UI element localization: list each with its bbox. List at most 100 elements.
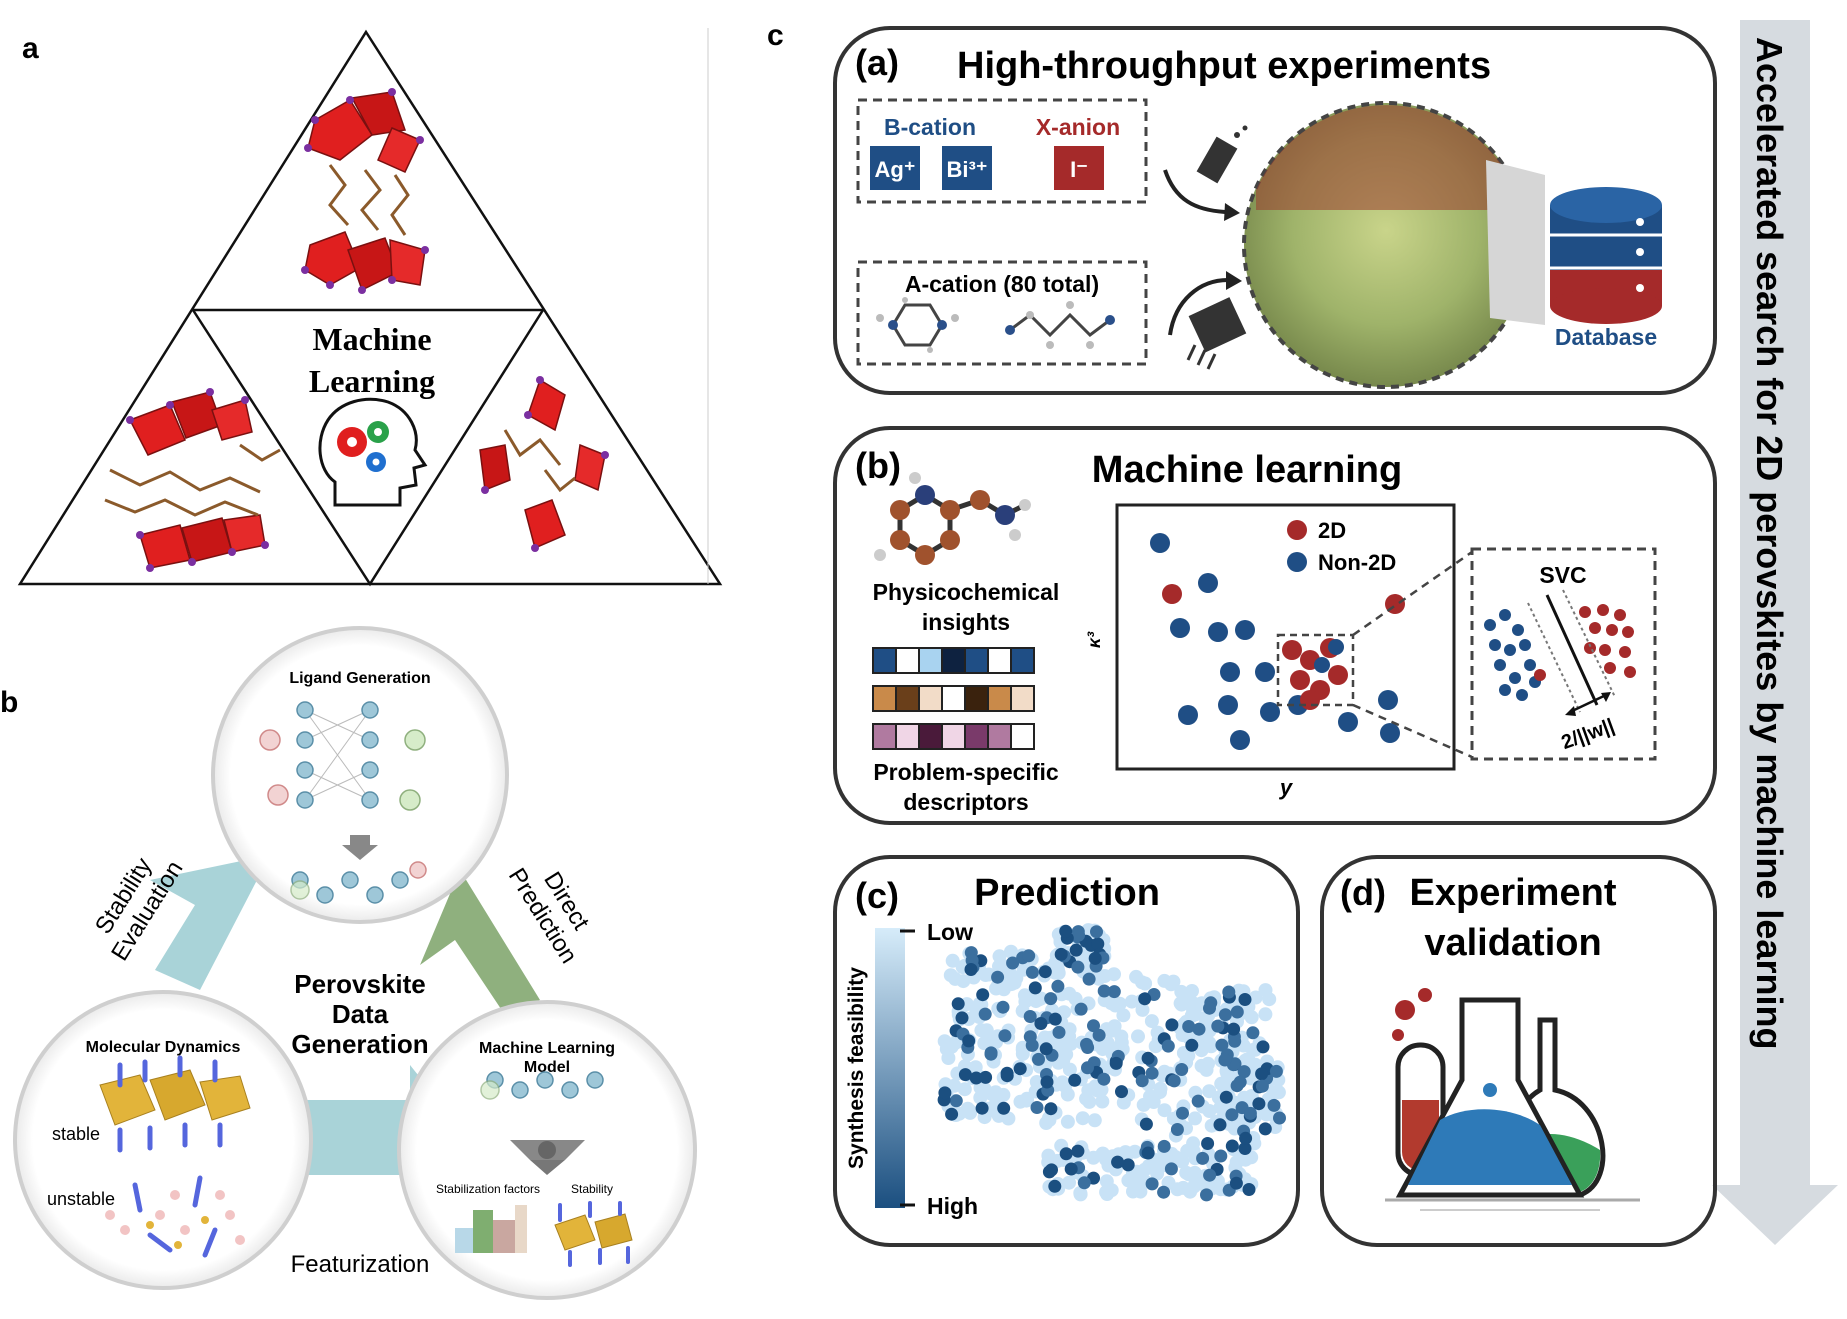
- tsne-point-low: [1164, 977, 1179, 992]
- center-text-line3: Generation: [291, 1029, 428, 1059]
- tsne-point-low: [1068, 991, 1083, 1006]
- colorbar-low-label: Low: [927, 919, 973, 945]
- tsne-point-low: [1007, 975, 1022, 990]
- tsne-point-low: [992, 949, 1007, 964]
- colorbar-high-label: High: [927, 1193, 978, 1219]
- tsne-point-high: [1044, 1102, 1058, 1116]
- tsne-point-high: [1025, 965, 1039, 979]
- svc-point-non2d: [1499, 684, 1511, 696]
- scatter-point-non2d: [1380, 723, 1400, 743]
- a-cation-molecule-chain: [1005, 301, 1115, 349]
- tsne-point-high: [962, 1034, 976, 1048]
- tsne-point-high: [1092, 1028, 1106, 1042]
- scatter-points: [1150, 533, 1405, 750]
- tsne-point-high: [1044, 992, 1058, 1006]
- scatter-point-non2d: [1338, 712, 1358, 732]
- tsne-point-high: [1038, 965, 1052, 979]
- tsne-point-high: [996, 1000, 1010, 1014]
- scatter-x-axis-label: y: [1279, 775, 1294, 800]
- box-prediction: [833, 855, 1300, 1247]
- svc-point-2d: [1604, 662, 1616, 674]
- tsne-point-high: [1028, 981, 1042, 995]
- stabilization-factors-label: Stabilization factors: [436, 1182, 540, 1196]
- tsne-point-high: [1121, 1158, 1135, 1172]
- tsne-point-high: [1273, 1111, 1286, 1125]
- box-a-label: (a): [855, 42, 899, 83]
- tsne-point-low: [957, 1082, 972, 1097]
- scatter-point-2d: [1328, 665, 1348, 685]
- tsne-point-low: [1095, 1094, 1110, 1109]
- tsne-point-high: [975, 1101, 989, 1115]
- problem-line2: descriptors: [903, 789, 1028, 815]
- panel-a-center-line2: Learning: [309, 363, 435, 399]
- svc-point-2d: [1619, 646, 1631, 658]
- tsne-point-high: [1157, 1139, 1171, 1153]
- tsne-point-high: [1072, 928, 1086, 942]
- scatter-point-non2d: [1150, 533, 1170, 553]
- svc-hyperplane: [1545, 594, 1599, 706]
- panel-a-center-line1: Machine: [312, 321, 431, 357]
- tsne-point-high: [1175, 1063, 1189, 1076]
- tsne-point-low: [1116, 1008, 1131, 1023]
- tsne-point-high: [1225, 1139, 1239, 1153]
- zoom-line-top: [1352, 550, 1473, 637]
- scatter-point-non2d: [1218, 695, 1238, 715]
- scatter-point-non2d: [1198, 573, 1218, 593]
- tsne-point-low: [1104, 1023, 1119, 1038]
- pipette-icon: [1196, 125, 1248, 184]
- tsne-point-high: [1141, 1051, 1155, 1065]
- tsne-point-high: [1071, 960, 1085, 974]
- tsne-point-low: [1039, 1116, 1054, 1130]
- ml-model-title-line1: Machine Learning: [479, 1040, 615, 1057]
- svc-point-non2d: [1519, 639, 1531, 651]
- scatter-point-non2d: [1235, 620, 1255, 640]
- svc-point-2d: [1599, 644, 1611, 656]
- tsne-point-high: [1064, 1162, 1078, 1176]
- tsne-point-low: [1060, 1087, 1075, 1102]
- tsne-point-high: [1082, 972, 1096, 986]
- tsne-point-low: [1041, 1148, 1056, 1163]
- magnify-beam: [1486, 160, 1545, 325]
- a-cation-molecule-ring: [876, 297, 959, 353]
- tsne-point-high: [1269, 1064, 1283, 1078]
- tsne-point-low: [1138, 976, 1153, 991]
- tsne-point-high: [1040, 1075, 1054, 1089]
- stabilization-factors-bars: [455, 1205, 527, 1253]
- svc-point-non2d: [1489, 639, 1501, 651]
- tsne-point-high: [1032, 1052, 1045, 1066]
- tsne-point-high: [1139, 1117, 1153, 1131]
- tsne-point-high: [938, 1086, 952, 1100]
- tsne-point-high: [1243, 1106, 1257, 1120]
- tsne-point-low: [1214, 1076, 1229, 1091]
- tsne-point-low: [1168, 1150, 1183, 1164]
- molecule-ball-stick-icon: [874, 472, 1031, 565]
- tsne-point-high: [1170, 1123, 1184, 1136]
- tsne-point-high: [1048, 1012, 1062, 1026]
- box-experiment-validation: [1320, 855, 1717, 1247]
- tsne-point-high: [1256, 1040, 1270, 1054]
- svc-point-2d: [1614, 609, 1626, 621]
- tsne-point-low: [1004, 944, 1018, 959]
- tsne-point-high: [1071, 1144, 1085, 1158]
- scatter-point-2d: [1300, 690, 1320, 710]
- crystal-structure-top: [301, 88, 429, 294]
- scatter-y-axis-label: κ³: [1084, 631, 1104, 648]
- tsne-point-low: [1116, 1095, 1131, 1110]
- tsne-point-high: [949, 1094, 963, 1108]
- tsne-point-high: [1238, 993, 1252, 1006]
- tsne-point-high: [1135, 1074, 1149, 1088]
- scatter-point-non2d: [1170, 618, 1190, 638]
- tsne-point-high: [1164, 1162, 1178, 1176]
- tsne-point-low: [1213, 1100, 1228, 1115]
- md-unstable-structure: [105, 1175, 245, 1258]
- tsne-point-high: [1201, 1137, 1215, 1150]
- tsne-point-high: [951, 997, 965, 1011]
- box-c-title: Prediction: [974, 872, 1160, 914]
- tsne-point-high: [1230, 1005, 1244, 1019]
- svc-margin-left: [1527, 602, 1581, 713]
- tsne-point-high: [1077, 1176, 1091, 1190]
- tsne-point-low: [943, 968, 958, 983]
- tsne-point-high: [997, 1101, 1011, 1115]
- physchem-line1: Physicochemical: [873, 579, 1060, 605]
